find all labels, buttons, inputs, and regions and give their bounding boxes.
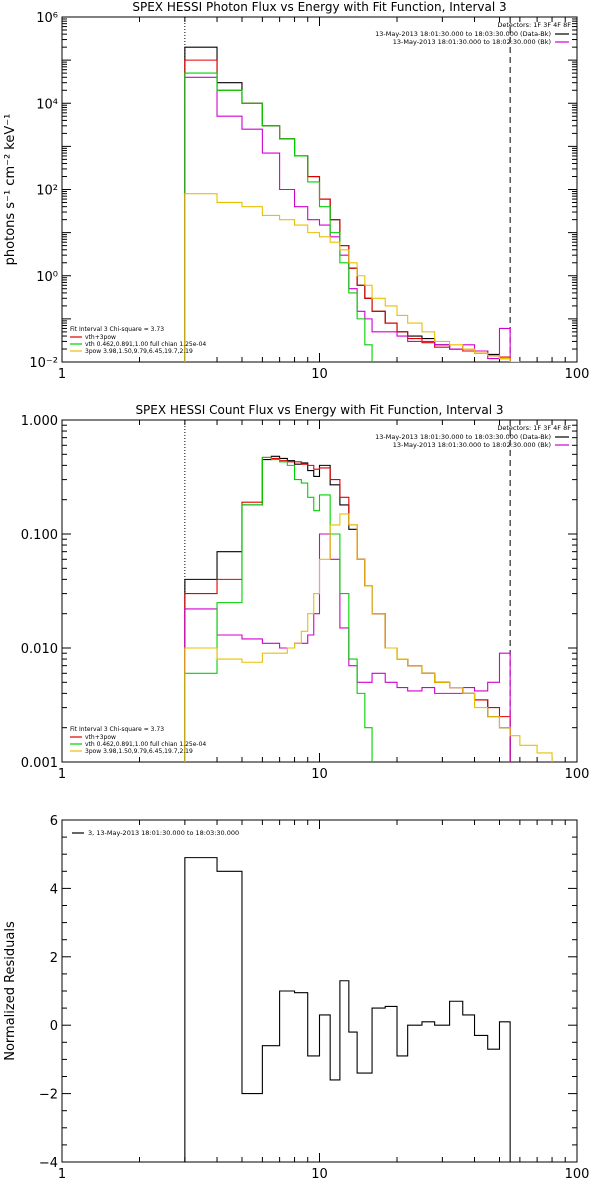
- legend-entry: vth 0.462,0.891,1.00 full chian 1.25e-04: [85, 341, 206, 348]
- legend-bottom-left: Fit Interval 3 Chi-square = 3.73vth+3pow…: [70, 726, 206, 755]
- y-axis-label: Normalized Residuals: [3, 921, 18, 1061]
- legend-entry: 13-May-2013 18:01:30.000 to 18:02:30.000…: [393, 441, 551, 449]
- legend-entry: 13-May-2013 18:01:30.000 to 18:02:30.000…: [393, 38, 551, 46]
- data-area: [184, 46, 521, 362]
- y-tick-label: 2: [50, 951, 58, 966]
- y-tick-label: −4: [39, 1156, 58, 1171]
- y-tick-label: 4: [50, 882, 58, 897]
- legend-entry: 13-May-2013 18:01:30.000 to 18:03:30.000…: [375, 433, 551, 441]
- x-tick-label: 1: [58, 367, 66, 382]
- y-tick-label: 0.010: [21, 642, 58, 657]
- y-tick-label: 10⁻²: [29, 356, 58, 371]
- legend-entry: vth 0.462,0.891,1.00 full chian 1.25e-04: [85, 741, 206, 748]
- x-tick-label: 10: [311, 1167, 328, 1182]
- legend-header: Fit Interval 3 Chi-square = 3.73: [70, 726, 164, 733]
- plot-frame: [61, 819, 578, 1163]
- y-tick-label: 10²: [36, 184, 58, 199]
- chart-title: SPEX HESSI Photon Flux vs Energy with Fi…: [132, 0, 506, 14]
- y-tick-label: −2: [39, 1088, 58, 1103]
- series-line: [184, 76, 511, 362]
- series-line: [184, 456, 511, 762]
- chart-3: 1 10 100 −4 −2 0 2 4 6 Normalized Residuals 3, 13-…: [3, 814, 589, 1182]
- data-area: [184, 455, 553, 762]
- legend-entry: 13-May-2013 18:01:30.000 to 18:03:30.000…: [375, 30, 551, 38]
- series-line: [184, 513, 553, 762]
- y-tick-label: 0.100: [21, 528, 58, 543]
- series-line: [184, 46, 511, 362]
- legend-header: Detectors: 1F 3F 4F 8F: [497, 424, 571, 432]
- series-line: [184, 72, 373, 362]
- x-tick-label: 10: [311, 767, 328, 782]
- y-tick-label: 10⁰: [36, 270, 58, 285]
- x-tick-label: 100: [565, 367, 590, 382]
- x-tick-label: 100: [565, 767, 590, 782]
- series-line: [184, 533, 511, 762]
- y-tick-label: 1.000: [21, 414, 58, 429]
- chart-title: SPEX HESSI Count Flux vs Energy with Fit…: [135, 403, 503, 417]
- y-tick-label: 10⁶: [36, 11, 58, 26]
- legend-bottom-left: Fit Interval 3 Chi-square = 3.73vth+3pow…: [70, 326, 206, 355]
- legend-top-left: 3, 13-May-2013 18:01:30.000 to 18:03:30.…: [72, 829, 239, 837]
- data-area: [184, 857, 511, 1162]
- y-tick-label: 0: [50, 1019, 58, 1034]
- y-tick-label: 10⁴: [36, 97, 58, 112]
- chart-2: SPEX HESSI Count Flux vs Energy with Fit…: [21, 403, 590, 782]
- x-tick-label: 1: [58, 1167, 66, 1182]
- x-tick-label: 1: [58, 767, 66, 782]
- y-tick-label: 6: [50, 814, 58, 829]
- series-line: [184, 193, 521, 362]
- series-line: [184, 857, 511, 1162]
- legend-header: Fit Interval 3 Chi-square = 3.73: [70, 326, 164, 333]
- series-line: [184, 59, 511, 362]
- legend-entry: 3pow 3.98,1.50,9.79,6.45,19.7,2.19: [85, 348, 193, 355]
- y-axis-label: photons s⁻¹ cm⁻² keV⁻¹: [3, 114, 18, 266]
- chart-1: SPEX HESSI Photon Flux vs Energy with Fi…: [3, 0, 589, 382]
- x-tick-label: 100: [565, 1167, 590, 1182]
- series-line: [184, 456, 373, 762]
- legend-header: Detectors: 1F 3F 4F 8F: [497, 21, 571, 29]
- legend-entry: 3pow 3.98,1.50,9.79,6.45,19.7,2.19: [85, 748, 193, 755]
- legend-entry: vth+3pow: [85, 334, 116, 341]
- legend-entry: 3, 13-May-2013 18:01:30.000 to 18:03:30.…: [88, 829, 239, 837]
- x-tick-label: 10: [311, 367, 328, 382]
- legend-entry: vth+3pow: [85, 734, 116, 741]
- series-line: [184, 455, 511, 762]
- y-tick-label: 0.001: [21, 756, 58, 771]
